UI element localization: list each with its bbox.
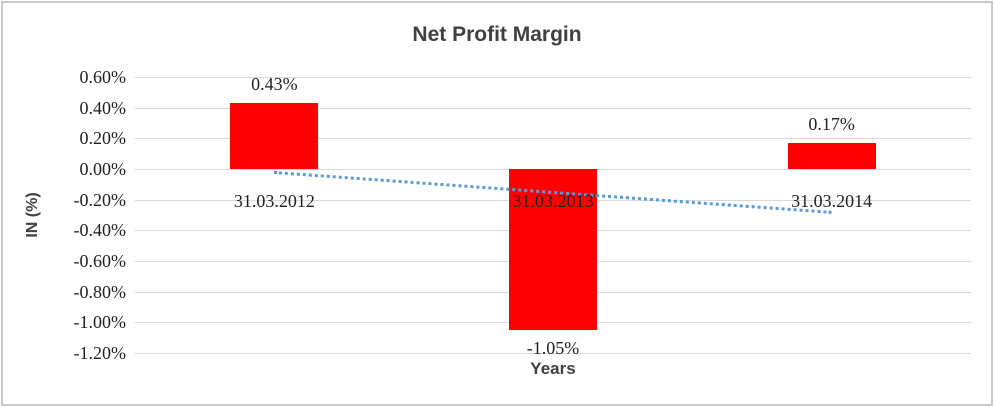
y-tick-label: -1.00% xyxy=(73,312,127,333)
y-tick-label: -1.20% xyxy=(73,343,127,363)
gridline xyxy=(135,107,971,109)
gridline xyxy=(135,138,971,140)
y-tick-label: -0.40% xyxy=(73,220,127,241)
gridline xyxy=(135,353,971,354)
chart-title: Net Profit Margin xyxy=(412,23,582,46)
y-tick-label: -0.60% xyxy=(73,251,127,271)
x-category-label: 31.03.2013 xyxy=(512,191,594,211)
gridline xyxy=(135,77,971,78)
bar[interactable] xyxy=(787,142,876,169)
y-tick-label: -0.20% xyxy=(73,189,127,210)
bar[interactable] xyxy=(509,169,597,330)
bar[interactable] xyxy=(230,103,319,169)
y-tick-label: -0.80% xyxy=(73,281,127,302)
bar-data-label: 0.43% xyxy=(251,74,298,95)
y-tick-label: 0.60% xyxy=(79,67,127,87)
x-category-label: 31.03.2014 xyxy=(791,191,873,211)
y-tick-label: 0.20% xyxy=(79,128,127,149)
y-axis-title: IN (%) xyxy=(24,192,41,238)
y-tick-label: 0.00% xyxy=(79,159,127,179)
y-tick-label: 0.40% xyxy=(79,97,127,118)
x-axis-title: Years xyxy=(530,359,576,378)
x-category-label: 31.03.2012 xyxy=(233,191,315,211)
bar-data-label: 0.17% xyxy=(808,113,855,134)
bar-data-label: -1.05% xyxy=(526,338,580,358)
